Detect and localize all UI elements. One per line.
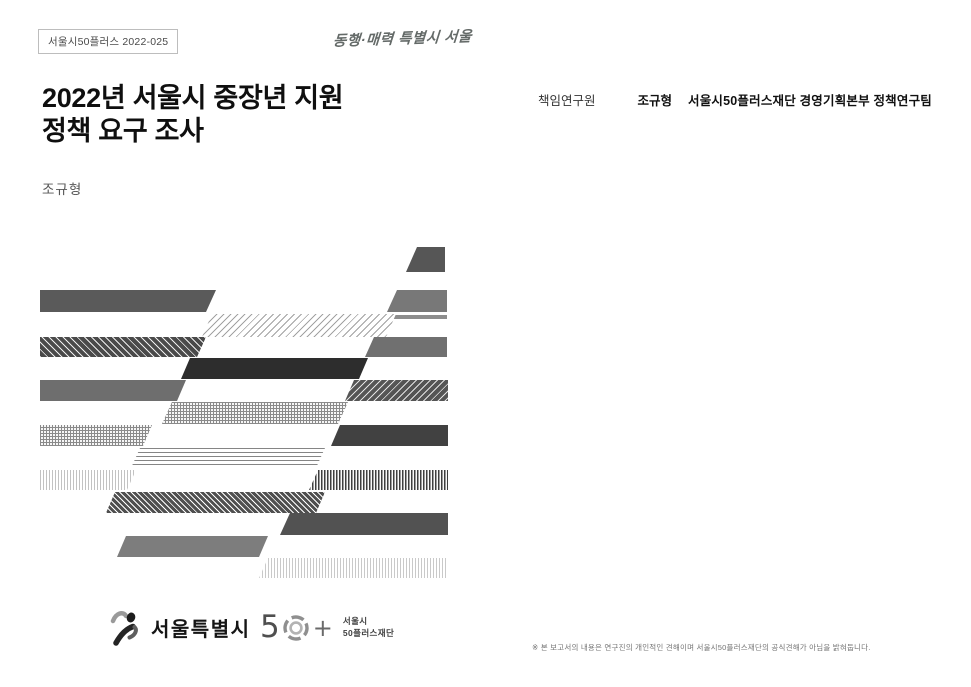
seoul-city-logo-text: 서울특별시	[151, 619, 251, 641]
report-number: 서울시50플러스 2022-025	[48, 36, 169, 48]
artwork-bar	[202, 314, 396, 337]
artwork-bar	[40, 425, 152, 446]
artwork-bar	[181, 358, 368, 379]
artwork-bar	[40, 380, 186, 401]
artwork-bar	[331, 425, 448, 446]
artwork-bar	[385, 315, 447, 319]
artwork-bar	[309, 470, 448, 490]
artwork-bar	[259, 558, 448, 578]
artwork-bar	[106, 492, 325, 513]
report-title-line2: 정책 요구 조사	[42, 115, 204, 146]
fifty-plus-foundation-logo: 5 + 서울시 50플러스재단	[260, 612, 394, 643]
researcher-role-label: 책임연구원	[538, 94, 596, 108]
fifty-plus-plus: +	[312, 613, 333, 642]
researcher-affiliation: 서울시50플러스재단 경영기획본부 정책연구팀	[688, 94, 932, 108]
artwork-bar	[280, 513, 448, 535]
seoul-city-logo: 서울특별시	[110, 609, 251, 646]
author-name: 조규형	[42, 182, 83, 197]
seoul-slogan-text: 동행·매력 특별시 서울	[332, 28, 473, 50]
report-number-box: 서울시50플러스 2022-025	[38, 29, 179, 54]
fifty-plus-org-line1: 서울시	[342, 616, 368, 627]
artwork-bar	[365, 337, 447, 357]
report-title: 2022년 서울시 중장년 지원 정책 요구 조사	[42, 82, 344, 148]
artwork-bar	[162, 402, 348, 424]
artwork-bar	[40, 337, 206, 357]
artwork-bar	[345, 380, 448, 401]
report-title-line1: 2022년 서울시 중장년 지원	[42, 83, 344, 113]
disclaimer-note: ※ 본 보고서의 내용은 연구진의 개인적인 견해이며 서울시50플러스재단의 …	[532, 643, 871, 652]
artwork-bar	[117, 536, 268, 557]
artwork-bar	[40, 290, 216, 312]
fifty-plus-five: 5	[260, 609, 280, 645]
fifty-plus-org-line2: 50플러스재단	[342, 627, 395, 638]
seoul-slogan-logo: 동행·매력 특별시 서울	[332, 24, 493, 51]
artwork-bar	[40, 470, 136, 490]
artwork-bar	[387, 290, 447, 312]
seoul-symbol-icon	[110, 611, 138, 646]
fifty-plus-target-icon	[283, 614, 309, 641]
fifty-plus-org-name: 서울시 50플러스재단	[343, 616, 394, 638]
artwork-bar	[406, 247, 445, 272]
researcher-line: 책임연구원 조규형 서울시50플러스재단 경영기획본부 정책연구팀	[538, 90, 932, 109]
artwork-bar	[131, 448, 325, 468]
researcher-name: 조규형	[637, 94, 673, 108]
